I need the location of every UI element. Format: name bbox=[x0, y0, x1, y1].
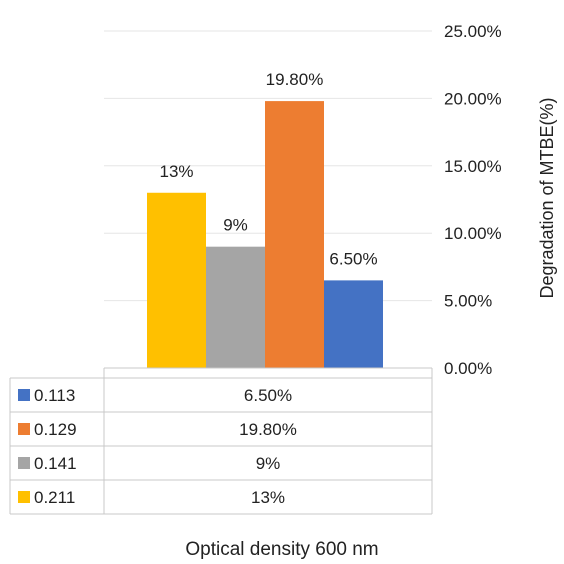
y-axis-ticks: 0.00% 5.00% 10.00% 15.00% 20.00% 25.00% bbox=[444, 22, 502, 378]
bar-0.129 bbox=[265, 101, 324, 368]
y-tick-label: 5.00% bbox=[444, 292, 492, 311]
bar-0.113 bbox=[324, 280, 383, 368]
table-row-value: 9% bbox=[256, 454, 281, 473]
legend-swatch-0.129 bbox=[18, 423, 30, 435]
data-labels: 13% 9% 19.80% 6.50% bbox=[159, 70, 377, 268]
y-tick-label: 25.00% bbox=[444, 22, 502, 41]
table-row-key: 0.211 bbox=[34, 488, 75, 507]
legend-swatch-0.211 bbox=[18, 491, 30, 503]
data-table: 0.113 6.50% 0.129 19.80% 0.141 9% 0.211 13% bbox=[9, 367, 433, 515]
bars bbox=[147, 101, 383, 368]
y-tick-label: 15.00% bbox=[444, 157, 502, 176]
y-tick-label: 0.00% bbox=[444, 359, 492, 378]
bar-0.211 bbox=[147, 192, 206, 368]
table-row-value: 19.80% bbox=[239, 420, 297, 439]
table-row-key: 0.141 bbox=[34, 454, 77, 473]
legend-swatch-0.141 bbox=[18, 457, 30, 469]
y-tick-label: 10.00% bbox=[444, 224, 502, 243]
table-row-key: 0.129 bbox=[34, 420, 77, 439]
y-axis-label: Degradation of MTBE(%) bbox=[537, 97, 557, 298]
bar-0.141 bbox=[206, 246, 265, 368]
data-label: 19.80% bbox=[266, 70, 324, 89]
x-axis-label: Optical density 600 nm bbox=[185, 539, 378, 560]
legend-swatch-0.113 bbox=[18, 389, 30, 401]
table-row-key: 0.113 bbox=[34, 386, 75, 405]
table-row-value: 13% bbox=[251, 488, 285, 507]
table-row-value: 6.50% bbox=[244, 386, 292, 405]
data-label: 6.50% bbox=[329, 249, 377, 268]
y-tick-label: 20.00% bbox=[444, 89, 502, 108]
data-label: 9% bbox=[223, 216, 248, 235]
data-label: 13% bbox=[159, 162, 193, 181]
